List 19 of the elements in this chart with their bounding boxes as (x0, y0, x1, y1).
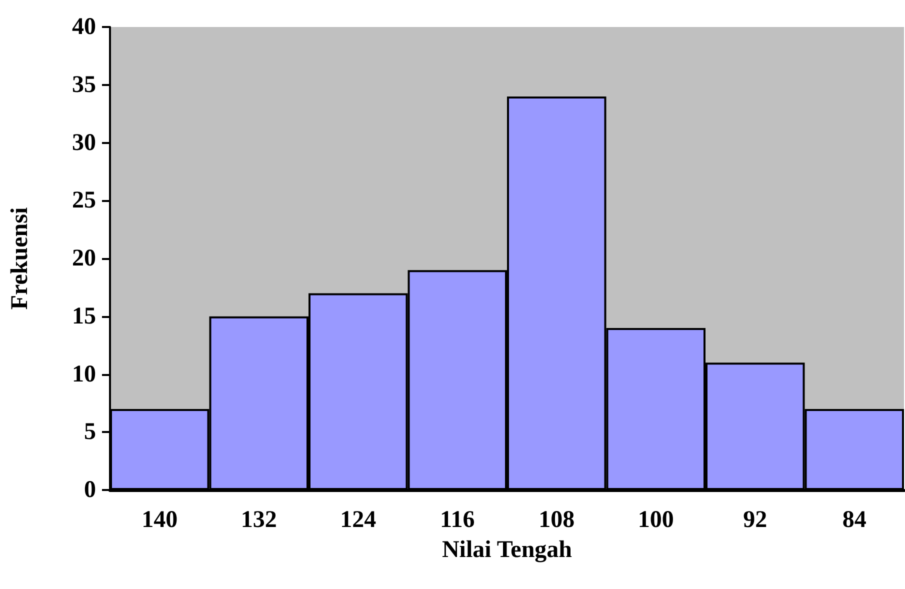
x-tick-label: 140 (142, 507, 178, 533)
y-tick-label: 25 (72, 188, 96, 214)
x-tick-label: 108 (538, 507, 575, 533)
x-tick-label: 100 (638, 507, 674, 533)
x-tick-label: 92 (743, 507, 768, 533)
x-axis-title: Nilai Tengah (442, 537, 572, 563)
x-tick-label: 132 (240, 507, 277, 533)
y-tick-label: 0 (84, 477, 96, 503)
x-tick-label: 124 (340, 507, 376, 533)
x-tick-label: 84 (842, 507, 866, 533)
y-axis-title: Frekuensi (7, 207, 33, 310)
y-tick-label: 15 (72, 303, 96, 330)
y-tick-label: 30 (72, 130, 96, 156)
y-tick-label: 35 (72, 72, 96, 98)
y-tick-label: 40 (72, 14, 96, 40)
y-tick-label: 10 (72, 361, 96, 388)
y-tick-label: 20 (72, 246, 96, 272)
x-tick-label: 116 (440, 507, 475, 533)
y-tick-label: 5 (84, 419, 96, 446)
